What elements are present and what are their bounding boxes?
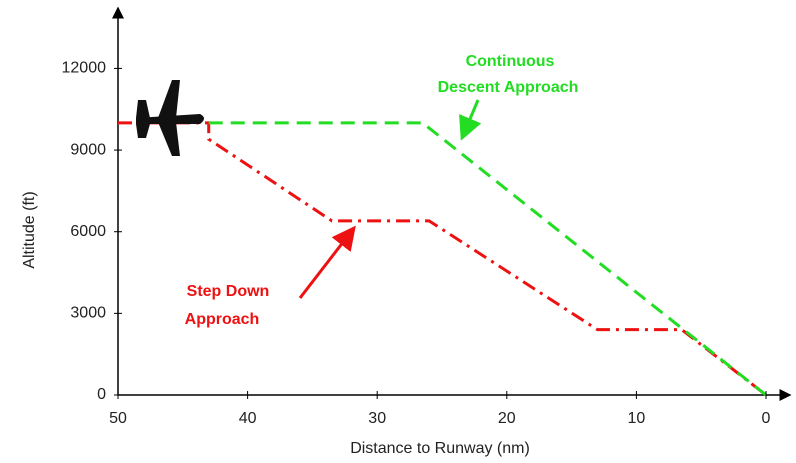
x-axis-label: Distance to Runway (nm) — [350, 440, 530, 457]
x-tick-label: 10 — [628, 410, 646, 427]
x-tick-label: 50 — [109, 410, 127, 427]
series-line — [208, 121, 767, 397]
y-tick-label: 12000 — [62, 60, 107, 77]
series-line — [118, 121, 767, 397]
annotation-arrow — [298, 225, 356, 299]
x-tick-label: 30 — [368, 410, 386, 427]
annotation: Descent Approach — [438, 79, 579, 96]
airplane-icon — [136, 80, 204, 156]
y-tick-label: 3000 — [70, 305, 106, 322]
y-tick-label: 0 — [97, 386, 106, 403]
y-tick-label: 9000 — [70, 141, 106, 158]
annotation-arrow — [459, 99, 482, 141]
y-tick-label: 6000 — [70, 223, 106, 240]
annotation: Step Down — [187, 283, 270, 300]
x-tick-label: 0 — [762, 410, 771, 427]
annotation: Approach — [185, 311, 260, 328]
x-tick-label: 40 — [239, 410, 257, 427]
annotation: Continuous — [466, 53, 555, 70]
y-axis-label: Altitude (ft) — [21, 191, 38, 268]
x-tick-label: 20 — [498, 410, 516, 427]
